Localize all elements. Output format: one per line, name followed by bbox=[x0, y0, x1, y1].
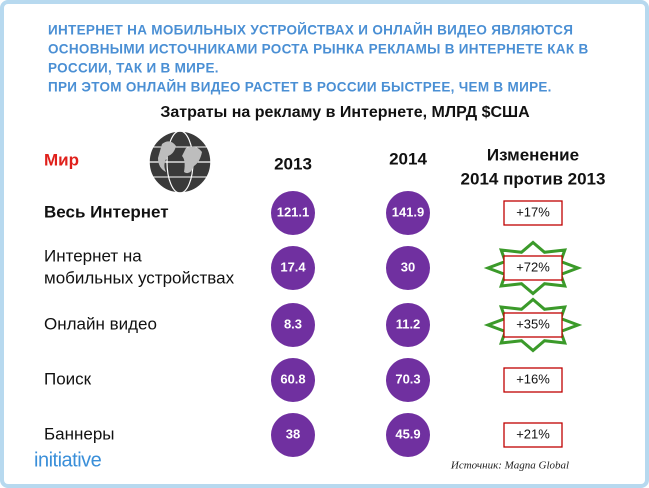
change-box bbox=[503, 255, 563, 281]
row-label: Интернет на bbox=[44, 246, 142, 265]
column-header: Изменение bbox=[487, 145, 579, 164]
column-header: 2014 bbox=[389, 149, 427, 168]
subtitle: Затраты на рекламу в Интернете, МЛРД $СШ… bbox=[160, 104, 530, 121]
row-label: Баннеры bbox=[44, 424, 115, 443]
change-box bbox=[503, 200, 563, 226]
row-label: Весь Интернет bbox=[44, 202, 169, 221]
header-line: ОСНОВНЫМИ ИСТОЧНИКАМИ РОСТА РЫНКА РЕКЛАМ… bbox=[48, 42, 589, 57]
value-2014: 70.3 bbox=[395, 371, 420, 386]
bubble bbox=[271, 413, 315, 457]
bubble bbox=[386, 303, 430, 347]
change: +72% bbox=[516, 259, 550, 274]
bubble bbox=[386, 191, 430, 235]
bubble bbox=[271, 358, 315, 402]
value-2014: 45.9 bbox=[395, 426, 420, 441]
logo: initiative bbox=[34, 449, 102, 471]
value-2013: 8.3 bbox=[284, 316, 302, 331]
row-label: Поиск bbox=[44, 369, 92, 388]
header-line: РОССИИ, ТАК И В МИРЕ. bbox=[48, 61, 219, 76]
value-2013: 17.4 bbox=[280, 259, 306, 274]
header-line: ИНТЕРНЕТ НА МОБИЛЬНЫХ УСТРОЙСТВАХ И ОНЛА… bbox=[48, 23, 573, 38]
header-line: ПРИ ЭТОМ ОНЛАЙН ВИДЕО РАСТЕТ В РОССИИ БЫ… bbox=[48, 80, 552, 95]
globe bbox=[148, 130, 212, 194]
value-2014: 11.2 bbox=[396, 316, 421, 331]
bubble bbox=[386, 413, 430, 457]
value-2013: 38 bbox=[286, 426, 300, 441]
region: Мир bbox=[44, 150, 79, 169]
change: +35% bbox=[516, 316, 550, 331]
column-header: 2013 bbox=[274, 154, 312, 173]
value-2014: 30 bbox=[401, 259, 415, 274]
change: +21% bbox=[516, 426, 550, 441]
row-label: мобильных устройствах bbox=[44, 268, 235, 287]
value-2013: 60.8 bbox=[280, 371, 305, 386]
change: +17% bbox=[516, 204, 550, 219]
bubble bbox=[386, 358, 430, 402]
bubble bbox=[271, 303, 315, 347]
source: Источник: Magna Global bbox=[450, 460, 569, 472]
column-header: 2014 против 2013 bbox=[461, 169, 606, 188]
change-box bbox=[503, 422, 563, 448]
bubble bbox=[271, 191, 315, 235]
change-box bbox=[503, 312, 563, 338]
bubble bbox=[386, 246, 430, 290]
row-label: Онлайн видео bbox=[44, 314, 157, 333]
value-2013: 121.1 bbox=[277, 204, 310, 219]
bubble bbox=[271, 246, 315, 290]
change: +16% bbox=[516, 371, 550, 386]
value-2014: 141.9 bbox=[392, 204, 425, 219]
change-box bbox=[503, 367, 563, 393]
